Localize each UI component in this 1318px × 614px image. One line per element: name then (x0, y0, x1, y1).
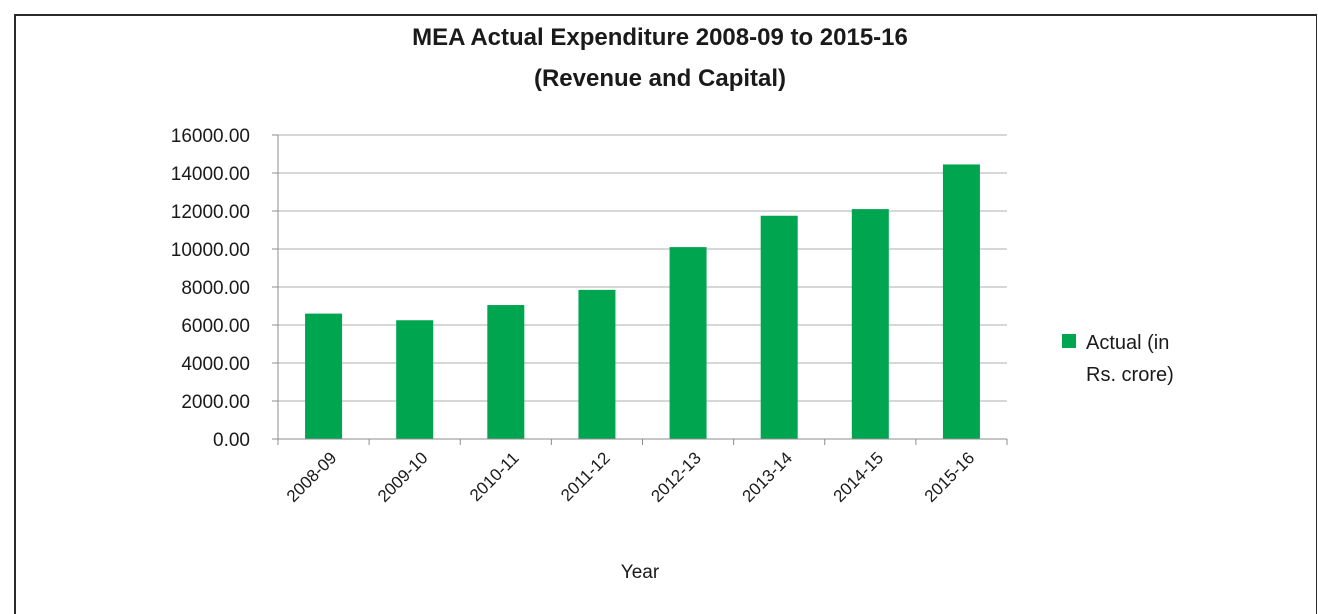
bars (305, 164, 980, 439)
legend-label-line-2: Rs. crore) (1086, 364, 1174, 386)
x-tick-label: 2013-14 (738, 448, 796, 506)
y-axis-ticks: 0.00 2000.00 4000.00 6000.00 8000.00 10000.00… (171, 126, 278, 451)
bar-2013-14 (760, 215, 798, 439)
chart-frame (14, 14, 1317, 614)
x-tick-label: 2010-11 (466, 448, 523, 505)
y-tick-label: 16000.00 (171, 126, 250, 147)
bar-2009-10 (396, 320, 434, 439)
y-tick-label: 10000.00 (171, 240, 250, 261)
legend-swatch (1062, 334, 1076, 348)
chart-title-line-2: (Revenue and Capital) (534, 65, 786, 92)
x-tick-label: 2012-13 (647, 448, 705, 506)
y-tick-label: 6000.00 (181, 316, 250, 337)
x-tick-label: 2011-12 (557, 448, 614, 505)
y-tick-label: 4000.00 (181, 354, 250, 375)
y-tick-label: 8000.00 (181, 278, 250, 299)
y-tick-label: 0.00 (213, 430, 250, 451)
bar-chart: MEA Actual Expenditure 2008-09 to 2015-1… (171, 24, 1174, 583)
x-tick-label: 2008-09 (283, 448, 341, 506)
x-tick-label: 2015-16 (921, 448, 979, 506)
bar-2008-09 (305, 313, 343, 439)
y-tick-label: 14000.00 (171, 164, 250, 185)
bar-2011-12 (578, 289, 616, 439)
chart-title-line-1: MEA Actual Expenditure 2008-09 to 2015-1… (412, 24, 908, 51)
legend-label-line-1: Actual (in (1086, 332, 1169, 354)
bar-2014-15 (851, 209, 889, 439)
x-tick-label: 2009-10 (374, 448, 432, 506)
legend: Actual (in Rs. crore) (1062, 332, 1174, 386)
x-axis-label: Year (621, 562, 660, 583)
bar-2010-11 (487, 305, 525, 439)
x-tick-label: 2014-15 (830, 448, 888, 506)
x-axis: 2008-09 2009-10 2010-11 2011-12 2012-13 2013-… (277, 135, 1008, 506)
y-tick-label: 12000.00 (171, 202, 250, 223)
bar-2015-16 (942, 164, 980, 439)
grid-lines (278, 134, 1007, 402)
bar-2012-13 (669, 247, 707, 439)
y-tick-label: 2000.00 (181, 392, 250, 413)
